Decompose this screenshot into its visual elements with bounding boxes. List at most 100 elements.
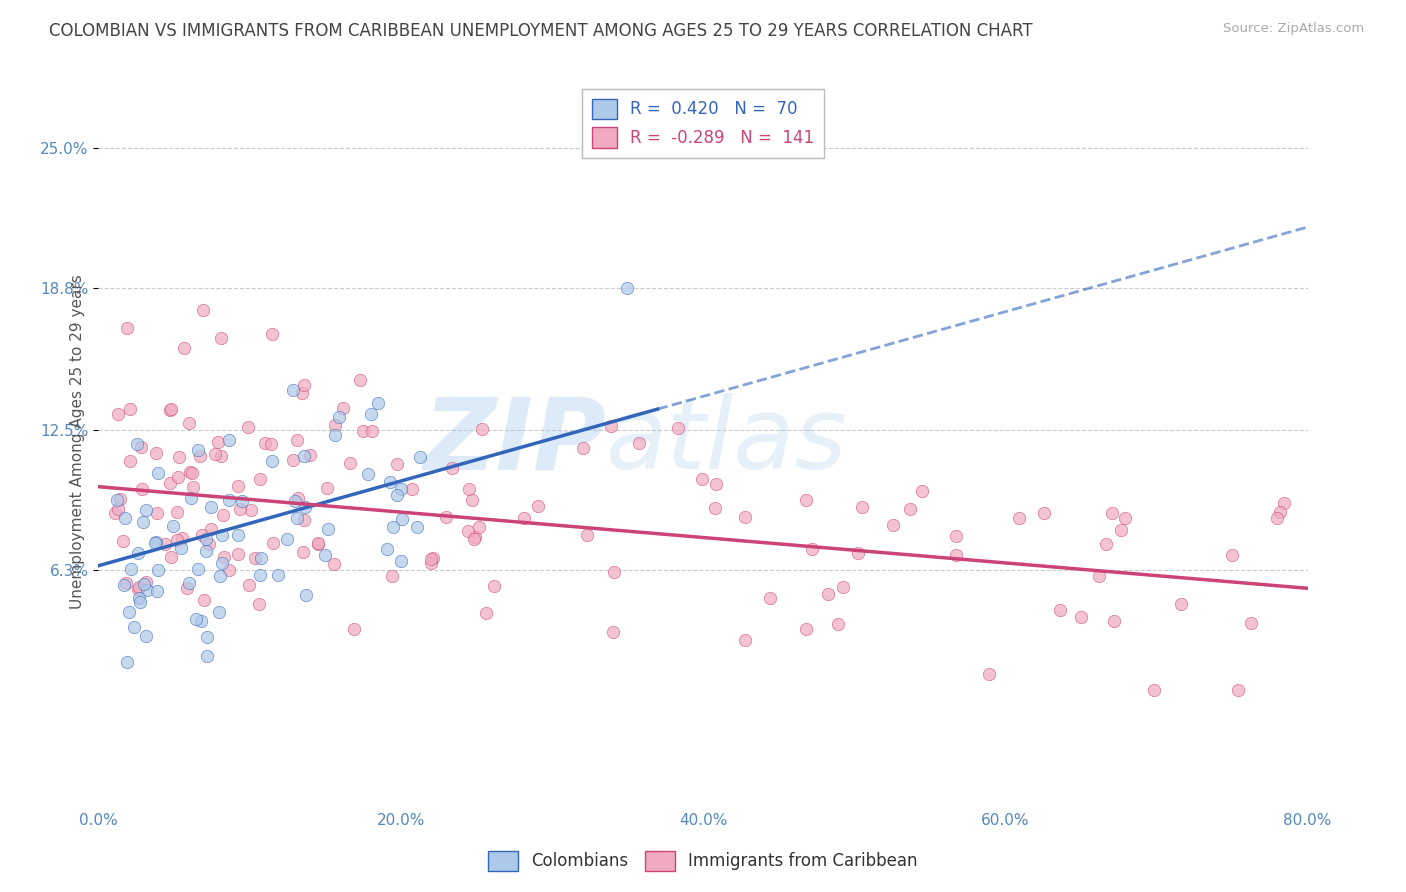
Point: [291, 385, 314, 400]
Point: [292, 513, 315, 527]
Point: [211, 528, 233, 542]
Point: [851, 500, 873, 515]
Point: [127, 582, 149, 596]
Point: [162, 519, 184, 533]
Point: [323, 428, 346, 442]
Point: [343, 622, 366, 636]
Point: [734, 510, 756, 524]
Point: [209, 569, 232, 583]
Point: [166, 533, 188, 548]
Point: [800, 541, 823, 556]
Point: [734, 633, 756, 648]
Point: [218, 433, 240, 447]
Point: [1008, 510, 1031, 524]
Point: [616, 281, 638, 295]
Point: [292, 378, 315, 392]
Point: [357, 467, 380, 482]
Point: [188, 450, 211, 464]
Y-axis label: Unemployment Among Ages 25 to 29 years: Unemployment Among Ages 25 to 29 years: [69, 274, 84, 609]
Point: [187, 562, 209, 576]
Point: [1109, 523, 1132, 537]
Point: [690, 472, 713, 486]
Point: [827, 616, 849, 631]
Point: [602, 625, 624, 640]
Point: [135, 574, 157, 589]
Point: [385, 488, 408, 502]
Point: [120, 561, 142, 575]
Point: [262, 453, 284, 467]
Point: [349, 374, 371, 388]
Point: [461, 492, 484, 507]
Point: [239, 502, 262, 516]
Point: [576, 528, 599, 542]
Point: [249, 568, 271, 582]
Point: [382, 520, 405, 534]
Point: [193, 593, 215, 607]
Point: [401, 483, 423, 497]
Point: [434, 510, 457, 524]
Point: [249, 472, 271, 486]
Point: [107, 502, 129, 516]
Point: [127, 436, 149, 450]
Text: ZIP: ZIP: [423, 393, 606, 490]
Point: [1240, 615, 1263, 630]
Point: [177, 417, 200, 431]
Point: [145, 446, 167, 460]
Point: [167, 469, 190, 483]
Point: [146, 563, 169, 577]
Point: [160, 402, 183, 417]
Point: [117, 655, 139, 669]
Point: [704, 477, 727, 491]
Point: [212, 550, 235, 565]
Point: [1095, 536, 1118, 550]
Point: [204, 447, 226, 461]
Point: [180, 467, 202, 481]
Point: [249, 551, 271, 566]
Point: [627, 436, 650, 450]
Point: [283, 383, 305, 397]
Point: [910, 484, 932, 499]
Point: [457, 524, 479, 539]
Point: [181, 480, 204, 494]
Point: [1033, 506, 1056, 520]
Point: [129, 440, 152, 454]
Point: [186, 612, 208, 626]
Text: COLOMBIAN VS IMMIGRANTS FROM CARIBBEAN UNEMPLOYMENT AMONG AGES 25 TO 29 YEARS CO: COLOMBIAN VS IMMIGRANTS FROM CARIBBEAN U…: [49, 22, 1033, 40]
Point: [245, 551, 267, 566]
Point: [599, 418, 621, 433]
Point: [260, 436, 283, 450]
Point: [339, 457, 361, 471]
Point: [190, 615, 212, 629]
Point: [328, 410, 350, 425]
Point: [263, 536, 285, 550]
Point: [1226, 682, 1249, 697]
Point: [159, 475, 181, 490]
Point: [135, 583, 157, 598]
Point: [135, 629, 157, 643]
Point: [352, 424, 374, 438]
Point: [287, 491, 309, 506]
Point: [391, 553, 413, 567]
Legend: R =  0.420   N =  70, R =  -0.289   N =  141: R = 0.420 N = 70, R = -0.289 N = 141: [582, 88, 824, 158]
Point: [367, 396, 389, 410]
Point: [945, 548, 967, 562]
Point: [208, 605, 231, 619]
Point: [945, 529, 967, 543]
Point: [1070, 610, 1092, 624]
Point: [110, 492, 132, 507]
Point: [180, 491, 202, 505]
Point: [1143, 682, 1166, 697]
Point: [253, 436, 276, 450]
Point: [228, 547, 250, 561]
Point: [195, 649, 218, 664]
Point: [1265, 510, 1288, 524]
Point: [105, 492, 128, 507]
Point: [299, 448, 322, 462]
Point: [704, 501, 727, 516]
Point: [467, 520, 489, 534]
Point: [284, 494, 307, 508]
Point: [231, 494, 253, 508]
Point: [226, 478, 249, 492]
Point: [276, 532, 298, 546]
Point: [475, 606, 498, 620]
